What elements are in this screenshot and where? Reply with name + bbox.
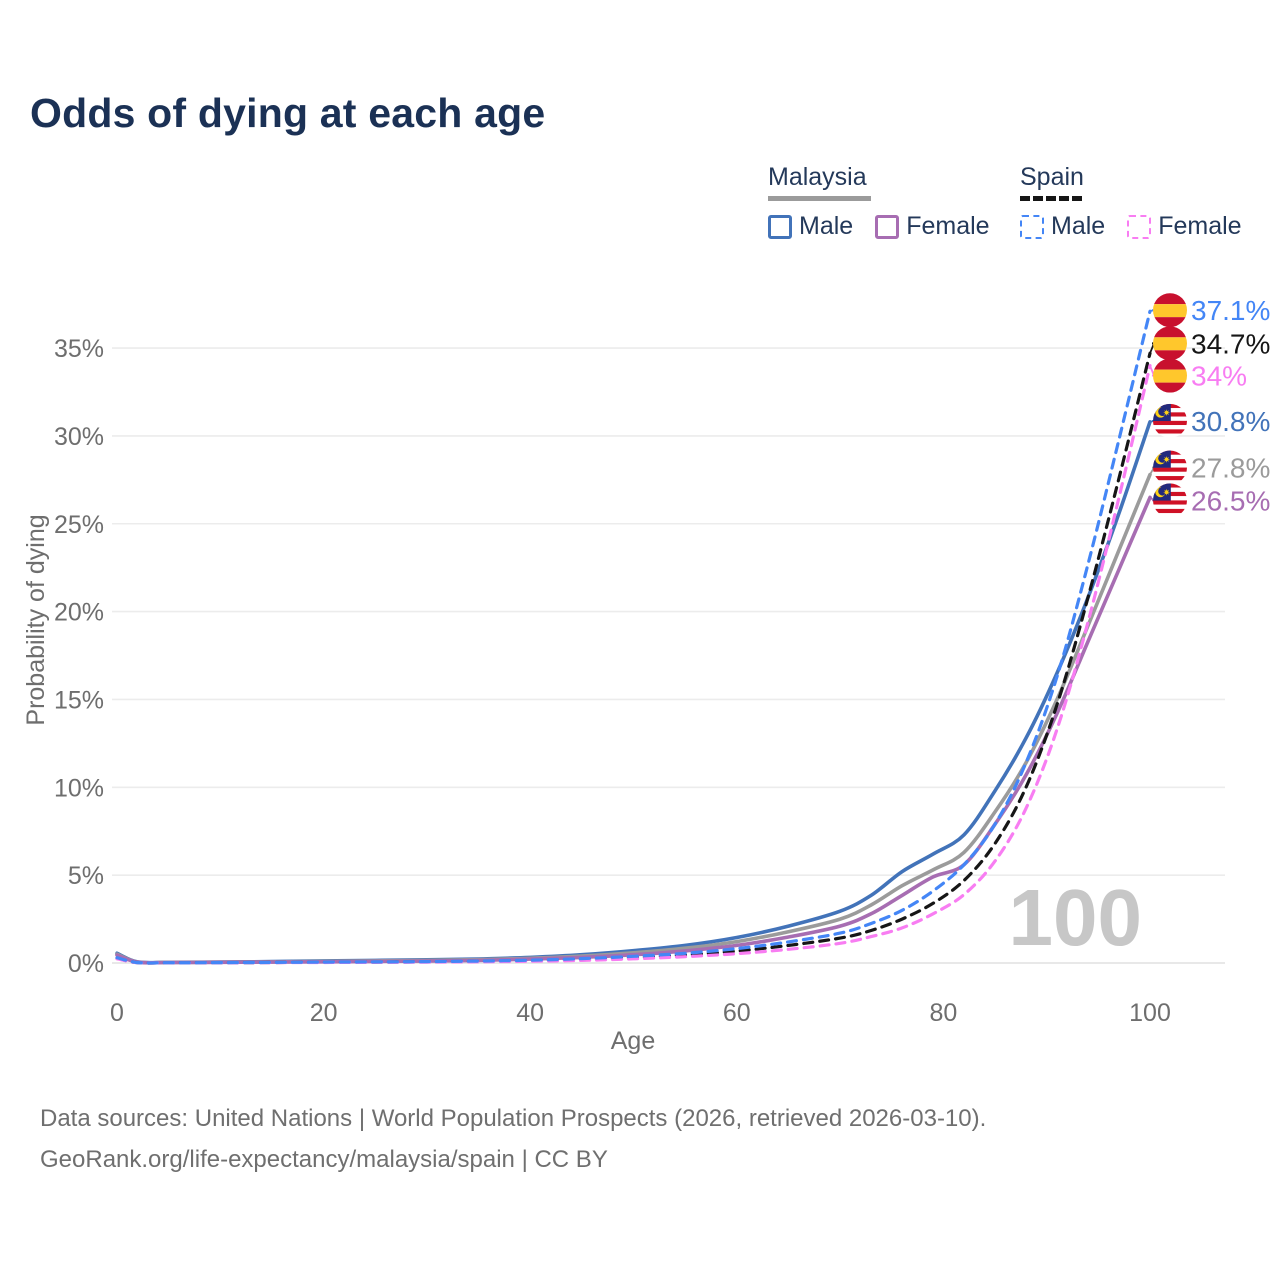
spain-flag-icon: [1153, 326, 1187, 361]
x-axis-title: Age: [611, 1027, 655, 1055]
legend-item-spain-female[interactable]: Female: [1127, 212, 1242, 241]
x-axis-tick-label: 60: [723, 999, 751, 1027]
footer: Data sources: United Nations | World Pop…: [40, 1098, 986, 1180]
malaysia-flag-icon: [1153, 450, 1187, 485]
end-value-label-spain-male: 37.1%: [1191, 295, 1270, 326]
end-value-label-malaysia-female: 26.5%: [1191, 485, 1270, 516]
y-axis-tick-label: 25%: [54, 511, 104, 539]
page-title: Odds of dying at each age: [30, 90, 546, 136]
end-value-label-spain-female: 34%: [1191, 361, 1247, 392]
series-line-malaysia-female[interactable]: [115, 495, 1152, 965]
y-axis-tick-label: 30%: [54, 423, 104, 451]
series-line-malaysia-male[interactable]: [115, 420, 1152, 965]
legend-underline-malaysia: [768, 196, 871, 201]
legend-item-label: Male: [799, 212, 854, 240]
series-line-spain-female[interactable]: [115, 364, 1152, 965]
x-axis-tick-label: 20: [310, 999, 338, 1027]
legend-group-spain: Spain Male Female: [1020, 163, 1242, 241]
y-axis-tick-label: 15%: [54, 686, 104, 714]
attribution-text: GeoRank.org/life-expectancy/malaysia/spa…: [40, 1146, 608, 1173]
legend-item-label: Female: [1158, 212, 1242, 240]
y-axis-tick-label: 35%: [54, 335, 104, 363]
series-line-spain-male[interactable]: [115, 309, 1152, 965]
malaysia-flag-icon: [1153, 403, 1187, 438]
legend-underline-spain: [1020, 196, 1082, 201]
legend-item-label: Female: [906, 212, 990, 240]
spain-male-swatch-icon[interactable]: [1020, 214, 1044, 239]
end-value-label-spain-both-sexes: 34.7%: [1191, 328, 1270, 359]
end-value-label-malaysia-both-sexes: 27.8%: [1191, 453, 1270, 484]
malaysia-flag-icon: [1153, 483, 1187, 518]
legend-item-label: Male: [1051, 212, 1106, 240]
y-axis-tick-label: 10%: [54, 774, 104, 802]
series-line-spain-both-sexes[interactable]: [115, 351, 1152, 965]
malaysia-female-swatch-icon[interactable]: [875, 214, 900, 239]
x-axis-tick-label: 0: [110, 999, 124, 1027]
spain-flag-icon: [1153, 293, 1187, 328]
end-value-label-malaysia-male: 30.8%: [1191, 406, 1270, 437]
age-watermark: 100: [1009, 873, 1142, 962]
legend-group-label-spain[interactable]: Spain: [1020, 163, 1084, 191]
spain-flag-icon: [1153, 358, 1187, 393]
y-axis-title: Probability of dying: [22, 514, 50, 725]
legend-group-label-malaysia[interactable]: Malaysia: [768, 163, 867, 191]
spain-female-swatch-icon[interactable]: [1127, 214, 1152, 239]
x-axis-tick-label: 40: [516, 999, 544, 1027]
series-line-malaysia-both-sexes[interactable]: [115, 472, 1152, 965]
legend-item-spain-male[interactable]: Male: [1020, 212, 1105, 241]
x-axis-tick-label: 80: [929, 999, 957, 1027]
legend-item-malaysia-female[interactable]: Female: [875, 212, 990, 241]
data-sources-text: Data sources: United Nations | World Pop…: [40, 1105, 987, 1132]
y-axis-tick-label: 5%: [68, 862, 104, 890]
chart-legend: Malaysia Male Female Spain Male: [0, 163, 1280, 243]
x-axis-tick-label: 100: [1129, 999, 1171, 1027]
malaysia-male-swatch-icon[interactable]: [768, 214, 792, 239]
y-axis-tick-label: 0%: [68, 950, 104, 978]
y-axis-tick-label: 20%: [54, 599, 104, 627]
legend-group-malaysia: Malaysia Male Female: [768, 163, 990, 241]
legend-item-malaysia-male[interactable]: Male: [768, 212, 853, 241]
